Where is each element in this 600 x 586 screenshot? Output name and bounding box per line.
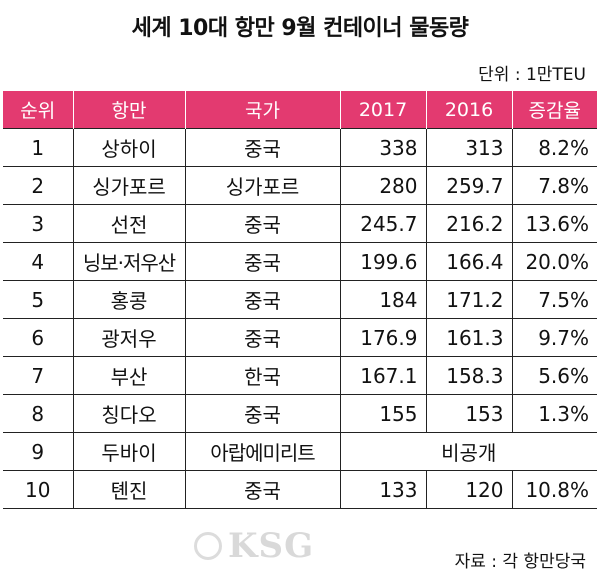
value-2017-cell: 245.7	[339, 204, 427, 243]
change-cell: 8.2%	[511, 128, 597, 167]
country-cell: 아랍에미리트	[184, 432, 341, 471]
table-row: 6 광저우 중국 176.9 161.3 9.7%	[3, 318, 597, 357]
table-row: 9 두바이 아랍에미리트 비공개	[3, 432, 597, 471]
rank-cell: 4	[3, 242, 74, 281]
table-row: 3 선전 중국 245.7 216.2 13.6%	[3, 204, 597, 243]
value-2017-cell: 133	[339, 470, 427, 509]
port-cell: 홍콩	[72, 280, 186, 319]
table-header-row: 순위 항만 국가 2017 2016 증감율	[3, 91, 597, 129]
value-2016-cell: 313	[425, 128, 513, 167]
port-cell: 선전	[72, 204, 186, 243]
header-country: 국가	[184, 91, 341, 129]
rank-cell: 2	[3, 166, 74, 205]
value-2017-cell: 199.6	[339, 242, 427, 281]
port-cell: 부산	[72, 356, 186, 395]
table-row: 2 싱가포르 싱가포르 280 259.7 7.8%	[3, 166, 597, 205]
port-cell: 두바이	[72, 432, 186, 471]
rank-cell: 8	[3, 394, 74, 433]
table-row: 1 상하이 중국 338 313 8.2%	[3, 128, 597, 167]
change-cell: 20.0%	[511, 242, 597, 281]
rank-cell: 1	[3, 128, 74, 167]
change-cell: 10.8%	[511, 470, 597, 509]
country-cell: 싱가포르	[184, 166, 341, 205]
port-table: 순위 항만 국가 2017 2016 증감율 1 상하이 중국 338 313 …	[3, 91, 597, 509]
watermark-logo: KSG	[228, 526, 315, 566]
country-cell: 중국	[184, 128, 341, 167]
port-cell: 상하이	[72, 128, 186, 167]
value-2016-cell: 158.3	[425, 356, 513, 395]
country-cell: 중국	[184, 318, 341, 357]
rank-cell: 10	[3, 470, 74, 509]
port-cell: 톈진	[72, 470, 186, 509]
change-cell: 7.8%	[511, 166, 597, 205]
value-2016-cell: 120	[425, 470, 513, 509]
port-cell: 칭다오	[72, 394, 186, 433]
rank-cell: 5	[3, 280, 74, 319]
page-title: 세계 10대 항만 9월 컨테이너 물동량	[131, 16, 469, 41]
country-cell: 중국	[184, 204, 341, 243]
port-cell: 광저우	[72, 318, 186, 357]
source-label: 자료 : 각 항만당국	[454, 552, 586, 572]
value-2017-cell: 155	[339, 394, 427, 433]
value-2017-cell: 184	[339, 280, 427, 319]
value-2017-cell: 176.9	[339, 318, 427, 357]
header-2017: 2017	[339, 91, 427, 129]
unit-label: 단위 : 1만TEU	[478, 65, 586, 85]
table-row: 8 칭다오 중국 155 153 1.3%	[3, 394, 597, 433]
header-rank: 순위	[3, 91, 74, 129]
country-cell: 중국	[184, 470, 341, 509]
port-cell: 싱가포르	[72, 166, 186, 205]
rank-cell: 9	[3, 432, 74, 471]
country-cell: 한국	[184, 356, 341, 395]
value-2016-cell: 259.7	[425, 166, 513, 205]
change-cell: 13.6%	[511, 204, 597, 243]
rank-cell: 7	[3, 356, 74, 395]
port-cell: 닝보·저우산	[72, 242, 186, 281]
country-cell: 중국	[184, 242, 341, 281]
change-cell: 9.7%	[511, 318, 597, 357]
value-2016-cell: 153	[425, 394, 513, 433]
undisclosed-cell: 비공개	[339, 432, 597, 471]
rank-cell: 3	[3, 204, 74, 243]
change-cell: 5.6%	[511, 356, 597, 395]
country-cell: 중국	[184, 394, 341, 433]
logo-emblem-icon	[194, 532, 222, 560]
table-row: 5 홍콩 중국 184 171.2 7.5%	[3, 280, 597, 319]
value-2016-cell: 166.4	[425, 242, 513, 281]
table-row: 10 톈진 중국 133 120 10.8%	[3, 470, 597, 509]
value-2016-cell: 216.2	[425, 204, 513, 243]
header-port: 항만	[72, 91, 186, 129]
value-2017-cell: 280	[339, 166, 427, 205]
value-2016-cell: 161.3	[425, 318, 513, 357]
value-2016-cell: 171.2	[425, 280, 513, 319]
country-cell: 중국	[184, 280, 341, 319]
value-2017-cell: 338	[339, 128, 427, 167]
header-change: 증감율	[511, 91, 597, 129]
change-cell: 1.3%	[511, 394, 597, 433]
value-2017-cell: 167.1	[339, 356, 427, 395]
rank-cell: 6	[3, 318, 74, 357]
table-row: 4 닝보·저우산 중국 199.6 166.4 20.0%	[3, 242, 597, 281]
change-cell: 7.5%	[511, 280, 597, 319]
header-2016: 2016	[425, 91, 513, 129]
table-row: 7 부산 한국 167.1 158.3 5.6%	[3, 356, 597, 395]
